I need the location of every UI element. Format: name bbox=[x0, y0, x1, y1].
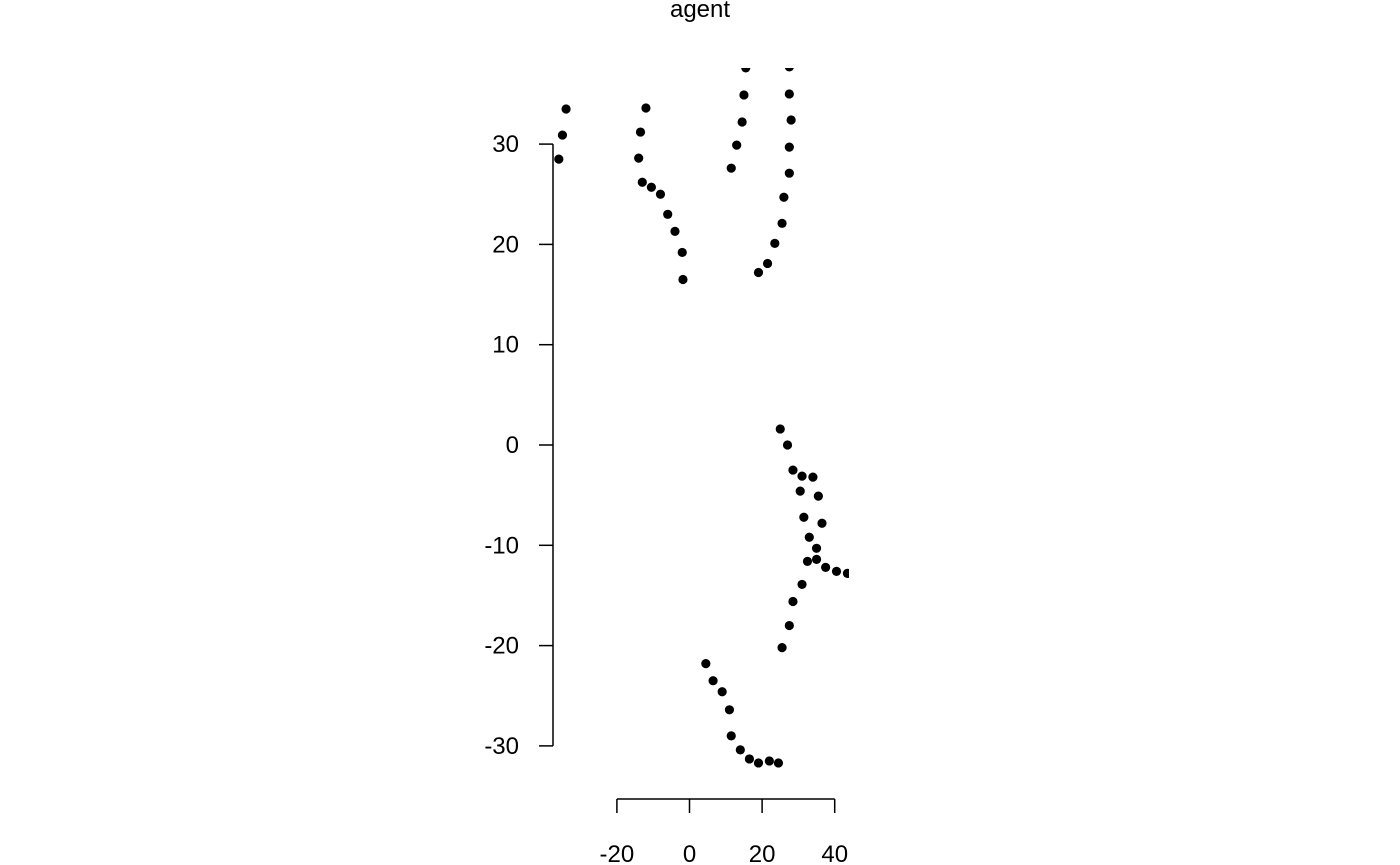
data-point bbox=[641, 103, 651, 113]
x-tick-label: 20 bbox=[749, 841, 776, 865]
data-point bbox=[788, 596, 798, 607]
y-tick-label: 30 bbox=[492, 131, 519, 158]
data-point bbox=[782, 440, 793, 450]
data-point bbox=[724, 705, 735, 715]
y-tick-label: -20 bbox=[484, 633, 519, 660]
data-point bbox=[802, 556, 813, 566]
y-tick-label: -30 bbox=[484, 733, 519, 760]
data-point bbox=[701, 659, 711, 669]
data-point bbox=[779, 192, 789, 202]
data-point bbox=[821, 562, 831, 572]
data-points bbox=[554, 68, 849, 768]
data-point bbox=[775, 424, 785, 434]
x-tick-label: 0 bbox=[683, 841, 696, 865]
data-point bbox=[741, 68, 751, 73]
x-tick-label: 40 bbox=[821, 841, 848, 865]
data-point bbox=[831, 566, 842, 576]
data-point bbox=[788, 465, 798, 475]
data-point bbox=[773, 758, 784, 768]
data-point bbox=[764, 756, 774, 766]
data-point bbox=[784, 620, 794, 631]
data-point bbox=[762, 258, 773, 269]
data-point bbox=[817, 518, 827, 528]
y-tick-label: -10 bbox=[484, 532, 519, 559]
data-point bbox=[634, 153, 644, 163]
y-tick-label: 10 bbox=[492, 332, 519, 359]
data-point bbox=[797, 471, 807, 481]
data-point bbox=[784, 68, 794, 72]
data-point bbox=[717, 687, 727, 697]
data-point bbox=[732, 140, 742, 150]
data-point bbox=[726, 163, 736, 173]
data-point bbox=[770, 238, 780, 248]
data-point bbox=[799, 512, 809, 522]
data-point bbox=[784, 168, 794, 178]
data-point bbox=[795, 486, 805, 496]
data-point bbox=[797, 579, 807, 590]
data-point bbox=[726, 731, 736, 741]
data-point bbox=[753, 267, 764, 278]
data-point bbox=[646, 182, 656, 192]
data-point bbox=[735, 745, 745, 755]
data-point bbox=[708, 676, 718, 686]
y-tick-label: 20 bbox=[492, 231, 519, 258]
data-point bbox=[554, 154, 564, 164]
data-point bbox=[808, 472, 818, 482]
data-point bbox=[670, 226, 680, 236]
x-tick-label: -20 bbox=[600, 841, 635, 865]
data-point bbox=[777, 218, 787, 228]
data-point bbox=[813, 491, 823, 501]
data-point bbox=[557, 130, 568, 140]
data-point bbox=[637, 177, 647, 187]
chart-title: agent bbox=[670, 0, 730, 23]
data-point bbox=[737, 117, 747, 127]
data-point bbox=[635, 127, 646, 137]
x-axis: -20 0 20 40 bbox=[600, 798, 848, 865]
data-point bbox=[811, 554, 822, 564]
data-point bbox=[663, 209, 673, 219]
data-point bbox=[784, 89, 794, 99]
data-point bbox=[678, 274, 688, 285]
data-point bbox=[753, 758, 764, 768]
y-tick-label: 0 bbox=[506, 432, 519, 459]
data-point bbox=[784, 142, 794, 152]
data-point bbox=[804, 532, 814, 542]
data-point bbox=[655, 189, 666, 199]
data-point bbox=[744, 754, 754, 764]
data-point bbox=[739, 90, 749, 100]
data-point bbox=[811, 543, 822, 553]
data-point bbox=[677, 247, 687, 258]
data-point bbox=[842, 568, 849, 578]
data-point bbox=[777, 643, 787, 653]
data-point bbox=[786, 115, 796, 125]
y-axis: -30 -20 -10 0 10 20 30 bbox=[484, 131, 554, 760]
data-point bbox=[561, 104, 571, 114]
